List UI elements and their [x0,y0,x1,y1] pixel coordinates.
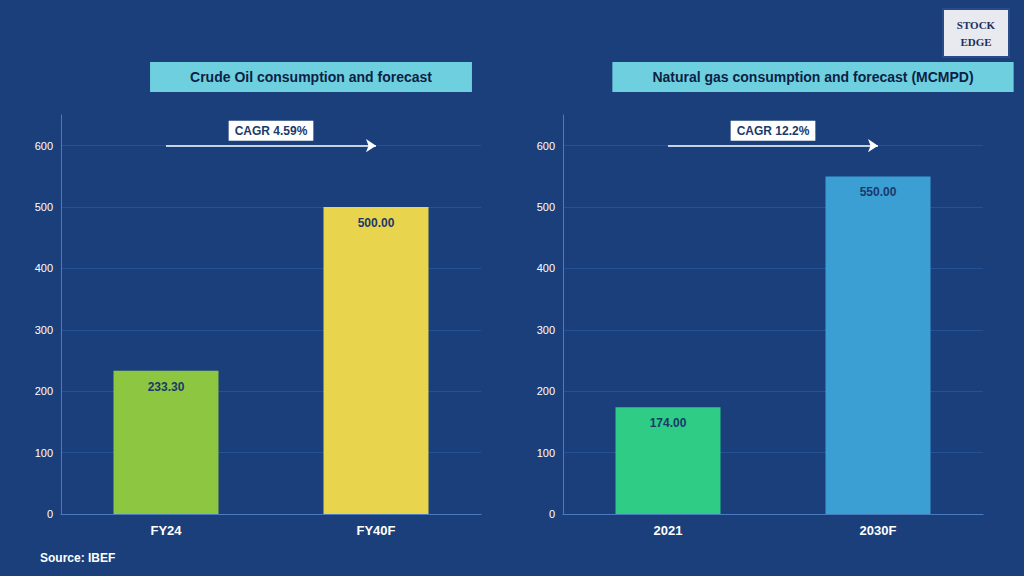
svg-text:500: 500 [537,201,555,213]
svg-text:0: 0 [549,508,555,520]
svg-text:233.30: 233.30 [148,380,185,394]
svg-text:200: 200 [35,385,53,397]
svg-text:174.00: 174.00 [650,416,687,430]
svg-text:Natural gas consumption and fo: Natural gas consumption and forecast (MC… [652,69,973,85]
svg-text:300: 300 [35,324,53,336]
svg-text:400: 400 [537,262,555,274]
svg-text:Crude Oil consumption and fore: Crude Oil consumption and forecast [190,69,432,85]
svg-text:CAGR 12.2%: CAGR 12.2% [737,124,810,138]
svg-text:100: 100 [35,447,53,459]
svg-text:2030F: 2030F [860,523,897,538]
svg-text:600: 600 [537,140,555,152]
svg-text:500.00: 500.00 [358,216,395,230]
svg-text:Source: IBEF: Source: IBEF [40,551,115,565]
svg-text:300: 300 [537,324,555,336]
svg-text:200: 200 [537,385,555,397]
svg-text:400: 400 [35,262,53,274]
svg-text:2021: 2021 [654,523,683,538]
svg-text:EDGE: EDGE [960,36,991,48]
svg-text:550.00: 550.00 [860,185,897,199]
svg-text:100: 100 [537,447,555,459]
svg-text:0: 0 [47,508,53,520]
svg-text:500: 500 [35,201,53,213]
svg-text:600: 600 [35,140,53,152]
svg-text:STOCK: STOCK [957,19,996,31]
svg-text:CAGR 4.59%: CAGR 4.59% [235,124,308,138]
svg-text:FY24: FY24 [150,523,182,538]
svg-text:FY40F: FY40F [356,523,395,538]
